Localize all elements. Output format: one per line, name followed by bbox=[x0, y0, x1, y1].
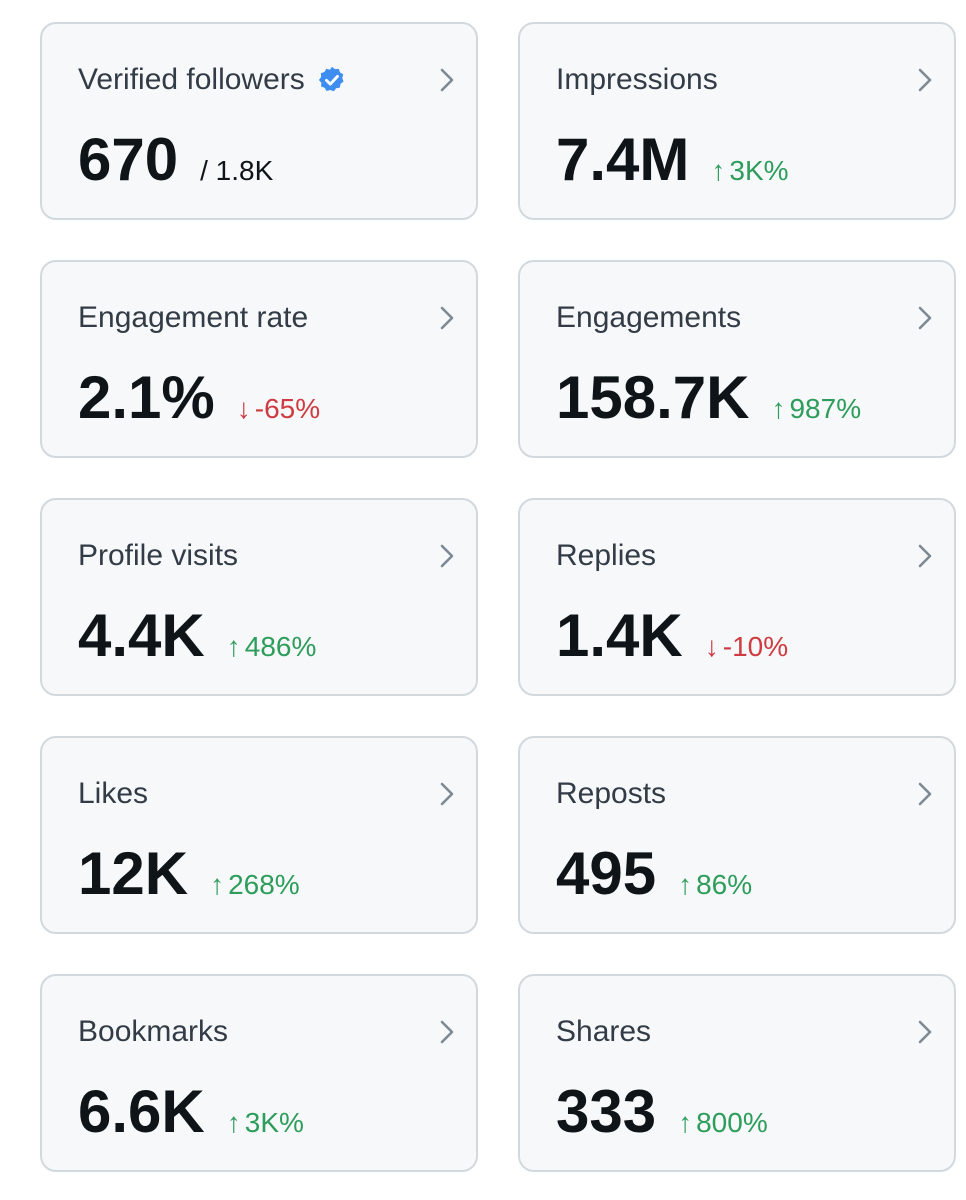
metric-change: ↑ 268% bbox=[210, 869, 300, 901]
value-row: 2.1% ↓ -65% bbox=[78, 366, 320, 430]
arrow-down-icon: ↓ bbox=[236, 393, 251, 424]
change-percent: 3K% bbox=[244, 1107, 304, 1138]
change-percent: 486% bbox=[244, 631, 317, 662]
metrics-grid: Verified followers 670 / 1.8K Impression… bbox=[40, 22, 956, 1172]
value-row: 495 ↑ 86% bbox=[556, 842, 752, 906]
value-row: 4.4K ↑ 486% bbox=[78, 604, 316, 668]
value-row: 333 ↑ 800% bbox=[556, 1080, 768, 1144]
metric-change: ↑ 800% bbox=[678, 1107, 768, 1139]
card-title-label: Profile visits bbox=[78, 539, 239, 572]
chevron-right-icon bbox=[918, 544, 932, 568]
card-title: Replies bbox=[556, 538, 656, 574]
card-reposts[interactable]: Reposts 495 ↑ 86% bbox=[518, 736, 956, 934]
metric-change: ↑ 3K% bbox=[227, 1107, 304, 1139]
change-percent: 268% bbox=[228, 869, 300, 900]
value-row: 1.4K ↓ -10% bbox=[556, 604, 788, 668]
value-row: 670 / 1.8K bbox=[78, 128, 273, 192]
card-impressions[interactable]: Impressions 7.4M ↑ 3K% bbox=[518, 22, 956, 220]
card-likes[interactable]: Likes 12K ↑ 268% bbox=[40, 736, 478, 934]
change-percent: -65% bbox=[254, 393, 321, 424]
metric-change: ↑ 486% bbox=[227, 631, 317, 663]
arrow-up-icon: ↑ bbox=[210, 869, 225, 900]
card-engagements[interactable]: Engagements 158.7K ↑ 987% bbox=[518, 260, 956, 458]
value-row: 7.4M ↑ 3K% bbox=[556, 128, 789, 192]
metric-value: 7.4M bbox=[556, 126, 690, 193]
card-title-label: Impressions bbox=[556, 63, 718, 96]
metric-value: 6.6K bbox=[78, 1078, 205, 1145]
verified-badge-icon bbox=[317, 65, 347, 95]
card-title: Impressions bbox=[556, 62, 718, 98]
card-engagement-rate[interactable]: Engagement rate 2.1% ↓ -65% bbox=[40, 260, 478, 458]
change-percent: 3K% bbox=[729, 155, 789, 186]
metric-value: 2.1% bbox=[78, 364, 215, 431]
chevron-right-icon bbox=[440, 1020, 454, 1044]
chevron-right-icon bbox=[440, 68, 454, 92]
metric-change: ↑ 987% bbox=[771, 393, 861, 425]
chevron-right-icon bbox=[440, 306, 454, 330]
card-bookmarks[interactable]: Bookmarks 6.6K ↑ 3K% bbox=[40, 974, 478, 1172]
card-title: Profile visits bbox=[78, 538, 238, 574]
card-profile-visits[interactable]: Profile visits 4.4K ↑ 486% bbox=[40, 498, 478, 696]
change-percent: 86% bbox=[696, 869, 753, 900]
metric-value: 12K bbox=[78, 840, 189, 907]
chevron-right-icon bbox=[918, 68, 932, 92]
card-title: Engagements bbox=[556, 300, 741, 336]
card-title: Likes bbox=[78, 776, 148, 812]
card-title-label: Bookmarks bbox=[78, 1015, 229, 1048]
value-row: 158.7K ↑ 987% bbox=[556, 366, 861, 430]
chevron-right-icon bbox=[918, 306, 932, 330]
arrow-up-icon: ↑ bbox=[771, 393, 786, 424]
card-title: Engagement rate bbox=[78, 300, 308, 336]
metric-change: ↓ -65% bbox=[237, 393, 320, 425]
card-verified-followers[interactable]: Verified followers 670 / 1.8K bbox=[40, 22, 478, 220]
metric-change: ↑ 86% bbox=[678, 869, 752, 901]
card-title-label: Reposts bbox=[556, 777, 667, 810]
card-shares[interactable]: Shares 333 ↑ 800% bbox=[518, 974, 956, 1172]
chevron-right-icon bbox=[918, 782, 932, 806]
metric-value: 333 bbox=[556, 1078, 657, 1145]
chevron-right-icon bbox=[440, 544, 454, 568]
change-percent: 987% bbox=[789, 393, 862, 424]
metric-value: 670 bbox=[78, 126, 179, 193]
arrow-down-icon: ↓ bbox=[704, 631, 719, 662]
card-title: Verified followers bbox=[78, 62, 347, 98]
metric-change: ↑ 3K% bbox=[711, 155, 788, 187]
arrow-up-icon: ↑ bbox=[711, 155, 726, 186]
chevron-right-icon bbox=[440, 782, 454, 806]
metric-value: 4.4K bbox=[78, 602, 205, 669]
card-title: Shares bbox=[556, 1014, 651, 1050]
metric-total: / 1.8K bbox=[200, 155, 274, 186]
arrow-up-icon: ↑ bbox=[678, 1107, 693, 1138]
metric-value: 158.7K bbox=[556, 364, 750, 431]
card-title-label: Shares bbox=[556, 1015, 652, 1048]
metric-value: 1.4K bbox=[556, 602, 683, 669]
card-title-label: Replies bbox=[556, 539, 657, 572]
card-title-label: Likes bbox=[78, 777, 149, 810]
arrow-up-icon: ↑ bbox=[226, 1107, 241, 1138]
card-title-label: Engagement rate bbox=[78, 301, 309, 334]
arrow-up-icon: ↑ bbox=[678, 869, 693, 900]
card-title-label: Verified followers bbox=[78, 63, 305, 96]
card-title: Reposts bbox=[556, 776, 666, 812]
arrow-up-icon: ↑ bbox=[226, 631, 241, 662]
metric-change: ↓ -10% bbox=[705, 631, 788, 663]
card-replies[interactable]: Replies 1.4K ↓ -10% bbox=[518, 498, 956, 696]
value-row: 6.6K ↑ 3K% bbox=[78, 1080, 304, 1144]
card-title-label: Engagements bbox=[556, 301, 742, 334]
value-row: 12K ↑ 268% bbox=[78, 842, 300, 906]
chevron-right-icon bbox=[918, 1020, 932, 1044]
change-percent: -10% bbox=[722, 631, 789, 662]
metric-value: 495 bbox=[556, 840, 657, 907]
card-title: Bookmarks bbox=[78, 1014, 228, 1050]
change-percent: 800% bbox=[696, 1107, 768, 1138]
